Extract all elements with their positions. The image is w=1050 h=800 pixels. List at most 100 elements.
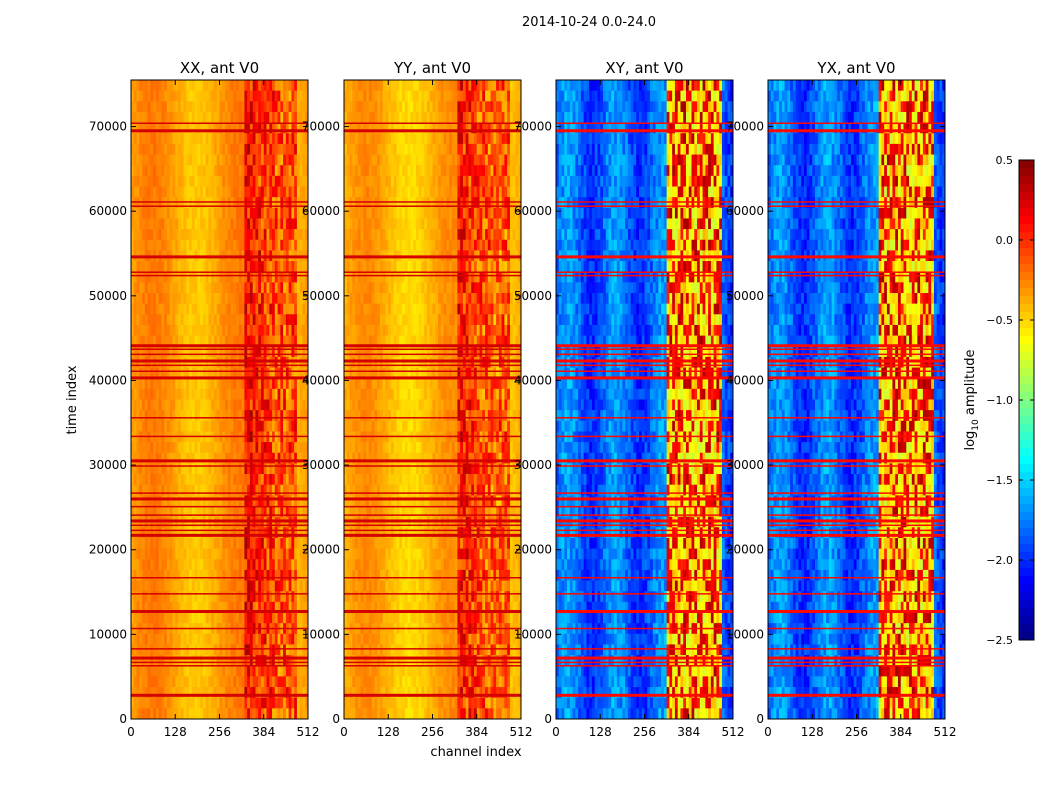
heatmap-cell: [169, 80, 173, 92]
heatmap-cell: [147, 612, 151, 624]
heatmap-cell: [349, 143, 353, 155]
heatmap-cell: [225, 165, 229, 177]
heatmap-cell: [512, 165, 516, 177]
heatmap-cell: [164, 80, 168, 92]
heatmap-cell: [363, 239, 367, 251]
heatmap-cell: [142, 420, 146, 432]
heatmap-cell: [202, 229, 207, 241]
heatmap-cell: [133, 633, 137, 645]
heatmap-cell: [211, 537, 215, 549]
heatmap-cell: [194, 165, 198, 177]
heatmap-cell: [244, 335, 248, 347]
heatmap-cell: [465, 133, 469, 145]
heatmap-cell: [344, 80, 348, 92]
heatmap-cell: [139, 612, 143, 624]
heatmap-cell: [288, 665, 292, 677]
heatmap-cell: [142, 665, 146, 677]
heatmap-cell: [302, 282, 306, 294]
heatmap-cell: [194, 218, 198, 230]
heatmap-cell: [241, 282, 245, 294]
heatmap-cell: [266, 569, 270, 581]
heatmap-cell: [238, 239, 243, 251]
heatmap-cell: [294, 655, 298, 667]
heatmap-cell: [260, 314, 265, 326]
heatmap-cell: [244, 367, 248, 379]
heatmap-cell: [208, 218, 212, 230]
heatmap-cell: [180, 346, 184, 358]
heatmap-cell: [205, 612, 209, 624]
heatmap-cell: [291, 697, 295, 709]
heatmap-cell: [426, 207, 431, 219]
heatmap-cell: [194, 633, 198, 645]
heatmap-cell: [498, 111, 503, 123]
heatmap-cell: [142, 527, 146, 539]
heatmap-cell: [305, 303, 308, 315]
heatmap-cell: [435, 165, 439, 177]
heatmap-cell: [131, 463, 135, 475]
heatmap-cell: [222, 346, 226, 358]
heatmap-cell: [189, 293, 193, 305]
heatmap-cell: [396, 101, 400, 113]
heatmap-cell: [274, 207, 278, 219]
heatmap-cell: [155, 687, 160, 699]
heatmap-cell: [155, 271, 160, 283]
heatmap-cell: [183, 463, 187, 475]
heatmap-cell: [296, 80, 301, 92]
heatmap-cell: [161, 463, 165, 475]
heatmap-cell: [272, 495, 276, 507]
heatmap-cell: [482, 218, 486, 230]
heatmap-cell: [504, 111, 508, 123]
heatmap-cell: [155, 324, 160, 336]
heatmap-cell: [255, 261, 259, 273]
heatmap-cell: [142, 207, 146, 219]
heatmap-cell: [230, 676, 234, 688]
heatmap-cell: [155, 80, 160, 92]
heatmap-cell: [374, 218, 378, 230]
heatmap-cell: [166, 569, 171, 581]
heatmap-cell: [142, 410, 146, 422]
heatmap-cell: [144, 420, 148, 432]
heatmap-cell: [131, 399, 135, 411]
heatmap-cell: [260, 261, 265, 273]
heatmap-cell: [225, 303, 229, 315]
heatmap-cell: [266, 367, 270, 379]
heatmap-cell: [501, 175, 505, 187]
heatmap-cell: [175, 665, 179, 677]
heatmap-cell: [274, 346, 278, 358]
heatmap-cell: [285, 442, 290, 454]
heatmap-cell: [158, 676, 162, 688]
heatmap-cell: [509, 143, 514, 155]
heatmap-cell: [150, 506, 154, 518]
heatmap-cell: [241, 218, 245, 230]
heatmap-cell: [227, 122, 231, 134]
heatmap-cell: [208, 537, 212, 549]
heatmap-cell: [183, 495, 187, 507]
heatmap-cell: [186, 111, 190, 123]
heatmap-cell: [211, 708, 215, 719]
heatmap-cell: [294, 399, 298, 411]
heatmap-cell: [291, 591, 295, 603]
heatmap-cell: [211, 484, 215, 496]
heatmap-cell: [260, 101, 265, 113]
heatmap-cell: [150, 239, 154, 251]
heatmap-cell: [260, 506, 265, 518]
heatmap-cell: [178, 261, 182, 273]
heatmap-cell: [208, 676, 212, 688]
heatmap-cell: [424, 239, 428, 251]
heatmap-cell: [175, 484, 179, 496]
heatmap-cell: [139, 559, 143, 571]
heatmap-cell: [144, 388, 148, 400]
heatmap-cell: [263, 165, 267, 177]
heatmap-cell: [302, 218, 306, 230]
heatmap-cell: [415, 229, 420, 241]
heatmap-cell: [191, 548, 196, 560]
heatmap-cell: [230, 410, 234, 422]
heatmap-cell: [216, 420, 220, 432]
heatmap-cell: [227, 207, 231, 219]
heatmap-cell: [225, 655, 229, 667]
heatmap-cell: [208, 697, 212, 709]
heatmap-cell: [208, 111, 212, 123]
heatmap-cell: [216, 303, 220, 315]
heatmap-cell: [153, 101, 157, 113]
heatmap-cell: [274, 644, 278, 656]
